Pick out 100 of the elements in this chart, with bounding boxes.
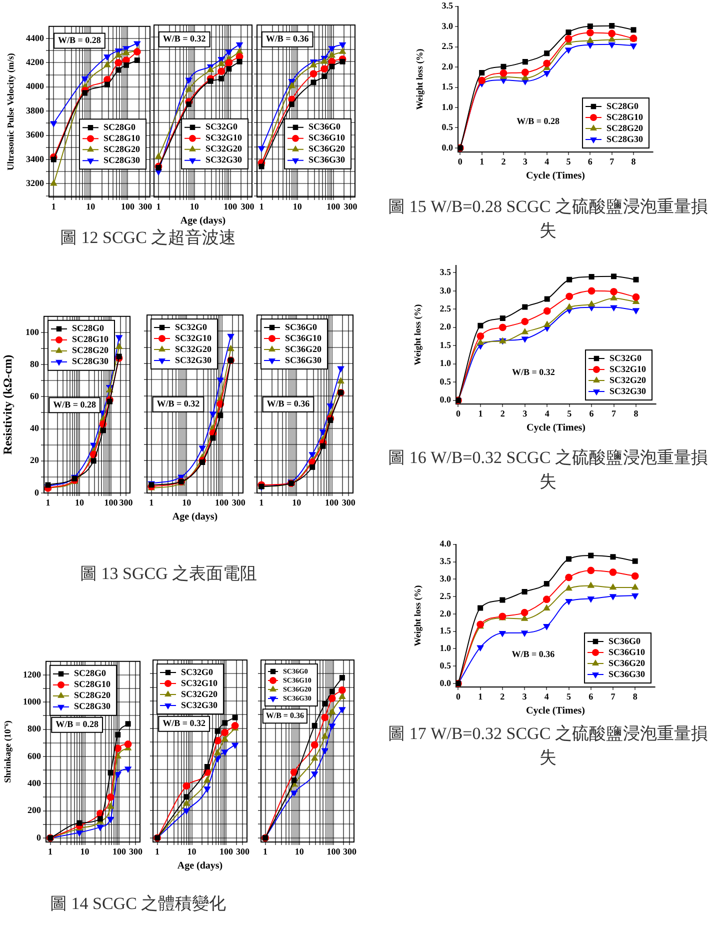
annotation: W/B = 0.36: [266, 711, 304, 720]
x-tick-label: 8: [631, 156, 636, 167]
caption: 圖 17 W/B=0.32 SCGC 之硫酸鹽浸泡重量損失: [387, 723, 709, 769]
y-tick-label: 1000: [23, 696, 42, 706]
x-tick-label: 1: [480, 156, 485, 167]
x-tick-label: 3: [522, 408, 528, 419]
annotation: W/B = 0.32: [162, 34, 206, 44]
y-tick-label: 2.5: [440, 303, 452, 314]
x-tick-label: 7: [610, 156, 615, 167]
legend-label: SC28G0: [72, 323, 105, 334]
y-tick-label: 3.0: [442, 20, 454, 31]
legend-label: SC36G0: [308, 122, 341, 132]
x-tick-label: 6: [588, 692, 594, 702]
x-tick-label: 8: [634, 408, 639, 419]
y-tick-label: 1.5: [440, 340, 452, 350]
y-tick-label: 0.0: [440, 394, 452, 405]
y-tick-label: 3200: [26, 178, 44, 188]
annotation: W/B = 0.28: [58, 35, 102, 46]
y-tick-label: 100: [26, 326, 40, 337]
y-axis-title: Ultrasonic Pulse Velocity (m/s): [6, 53, 16, 170]
legend-label: SC28G0: [103, 122, 136, 132]
legend-label: SC36G30: [308, 154, 346, 165]
legend-label: SC32G30: [175, 354, 212, 365]
x-tick-label: 8: [632, 692, 638, 702]
legend-label: SC32G20: [205, 144, 242, 154]
y-tick-label: 3.5: [440, 556, 452, 566]
y-tick-label: 3800: [26, 105, 44, 116]
x-tick-label: 6: [588, 156, 593, 167]
legend-label: SC36G20: [608, 658, 646, 668]
x-tick-label: 1: [149, 498, 154, 508]
y-axis-title: Weight loss (%): [412, 585, 423, 646]
legend-label: SC36G20: [308, 144, 346, 154]
legend-label: SC36G20: [285, 344, 322, 354]
x-tick-label: 7: [612, 408, 617, 419]
x-tick-label: 0: [456, 408, 461, 419]
x-tick-label: 1: [48, 846, 54, 857]
legend-label: SC28G20: [74, 690, 112, 700]
legend-label: SC32G30: [205, 154, 242, 165]
y-tick-label: 600: [28, 750, 42, 761]
x-axis-title: Age (days): [177, 860, 223, 872]
annotation: W/B = 0.28: [56, 719, 100, 730]
annotation: W/B = 0.36: [266, 34, 310, 44]
y-tick-label: 0: [36, 832, 42, 842]
x-tick-label: 100: [325, 498, 340, 508]
x-tick-label: 4: [544, 408, 550, 419]
x-tick-label: 300: [232, 498, 246, 508]
y-tick-label: 200: [28, 805, 42, 816]
x-tick-label: 100: [215, 498, 230, 508]
legend-label: SC36G10: [285, 332, 322, 343]
y-tick-label: 0: [34, 487, 40, 498]
y-tick-label: 1.5: [442, 82, 454, 92]
x-tick-label: 300: [119, 498, 134, 508]
x-tick-label: 0: [458, 156, 463, 167]
y-tick-label: 2.0: [442, 61, 454, 72]
legend-label: SC32G0: [181, 666, 214, 677]
x-tick-label: 100: [112, 846, 126, 857]
y-tick-label: 3.0: [440, 285, 452, 296]
y-tick-label: 1.0: [440, 358, 452, 368]
annotation: W/B = 0.32: [162, 718, 206, 728]
legend-label: SC32G0: [205, 122, 238, 132]
legend-label: SC32G10: [609, 364, 646, 374]
x-tick-label: 5: [566, 692, 572, 702]
x-tick-label: 100: [120, 202, 135, 212]
x-tick-label: 100: [326, 846, 341, 857]
x-tick-label: 300: [236, 846, 250, 857]
x-tick-label: 5: [566, 156, 572, 167]
y-tick-label: 4200: [26, 57, 44, 68]
legend-label: SC32G30: [609, 386, 646, 396]
x-tick-label: 300: [344, 202, 358, 212]
y-tick-label: 1.5: [440, 626, 452, 636]
x-tick-label: 10: [294, 846, 304, 857]
y-tick-label: 800: [28, 724, 42, 734]
x-tick-label: 1: [259, 498, 264, 508]
x-tick-label: 1: [155, 846, 160, 857]
caption: 圖 14 SCGC 之體積變化: [50, 893, 228, 915]
x-axis-title: Age (days): [180, 216, 226, 227]
annotation: W/B = 0.32: [512, 367, 556, 378]
x-tick-label: 100: [104, 498, 118, 508]
x-tick-label: 10: [292, 498, 302, 508]
legend-label: SC28G0: [74, 668, 107, 678]
y-tick-label: 4400: [26, 32, 44, 43]
x-tick-label: 10: [182, 498, 192, 508]
caption: 圖 15 W/B=0.28 SCGC 之硫酸鹽浸泡重量損失: [387, 196, 709, 242]
legend-label: SC28G30: [74, 701, 112, 712]
y-tick-label: 4000: [26, 81, 44, 92]
x-tick-label: 5: [567, 408, 572, 419]
y-tick-label: 2.0: [440, 608, 452, 618]
x-tick-label: 1: [478, 408, 484, 419]
x-axis-title: Cycle (Times): [526, 170, 585, 182]
y-tick-label: 1.0: [440, 643, 452, 654]
annotation: W/B = 0.28: [53, 399, 97, 410]
legend-label: SC28G30: [606, 134, 644, 144]
x-tick-label: 3: [522, 156, 528, 167]
x-tick-label: 300: [138, 202, 153, 212]
legend-label: SC28G10: [74, 679, 112, 690]
y-axis-title: Shrinkage (10⁻⁶): [2, 720, 13, 783]
x-tick-label: 2: [500, 408, 506, 419]
x-axis-title: Age (days): [172, 512, 218, 523]
y-tick-label: 40: [30, 423, 40, 434]
y-tick-label: 3600: [26, 130, 44, 140]
